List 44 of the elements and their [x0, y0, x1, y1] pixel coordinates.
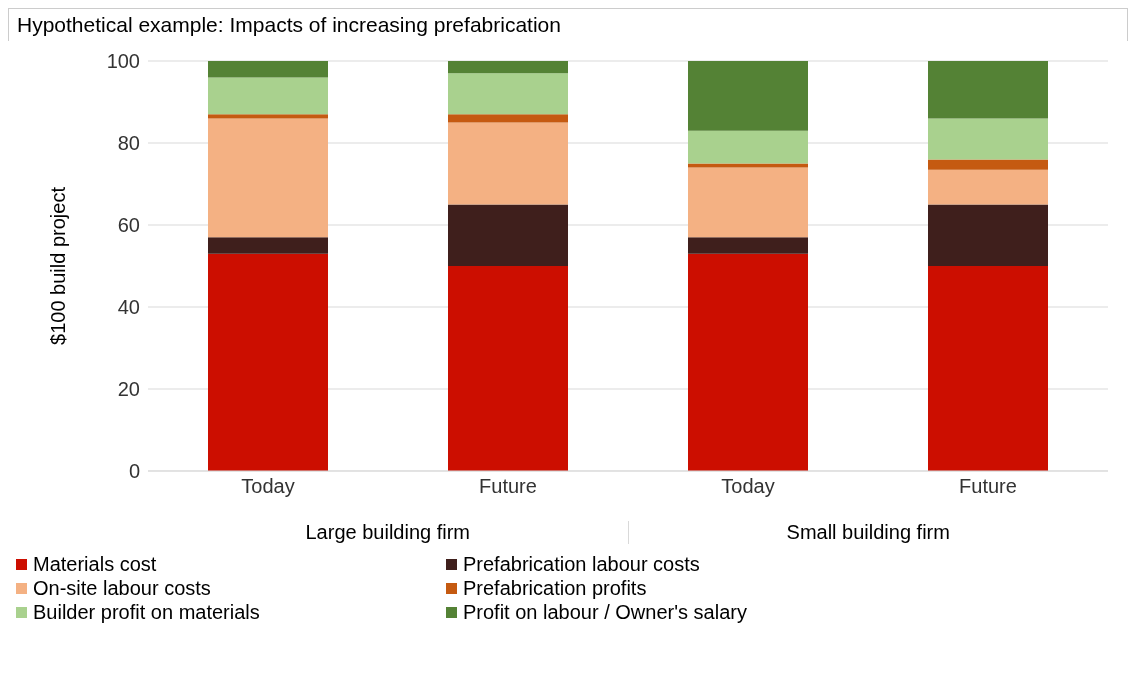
bar	[688, 237, 808, 254]
legend-label: Builder profit on materials	[33, 600, 260, 624]
bar	[208, 61, 328, 78]
bar	[928, 118, 1048, 160]
bar	[928, 61, 1048, 119]
legend-label: Materials cost	[33, 552, 157, 576]
bar	[688, 130, 808, 164]
legend-label: Profit on labour / Owner's salary	[463, 600, 747, 624]
text: Large building firm	[304, 521, 471, 544]
legend-label: Prefabrication profits	[463, 576, 647, 600]
bar	[448, 114, 568, 123]
bar	[448, 122, 568, 205]
bar	[448, 266, 568, 471]
bar	[928, 169, 1048, 205]
y-tick-label: 100	[106, 50, 140, 73]
y-tick-label: 60	[117, 214, 140, 237]
x-tick-label: Future	[479, 475, 537, 498]
x-tick-label: Today	[721, 475, 775, 498]
y-axis-title: $100 build project	[47, 186, 70, 345]
bar	[448, 61, 568, 74]
bar	[208, 237, 328, 254]
y-tick-label: 0	[128, 460, 140, 483]
legend-label: Prefabrication labour costs	[463, 552, 700, 576]
bar	[928, 266, 1048, 471]
bar	[208, 114, 328, 119]
bar	[208, 253, 328, 471]
x-tick-label: Today	[241, 475, 295, 498]
bar	[688, 61, 808, 131]
legend-label: On-site labour costs	[33, 576, 211, 600]
y-tick-label: 40	[117, 296, 140, 319]
x-tick-label: Future	[959, 475, 1017, 498]
bar	[448, 73, 568, 115]
bar	[928, 159, 1048, 170]
bar	[208, 118, 328, 238]
bar	[688, 163, 808, 168]
chart-title: Hypothetical example: Impacts of increasing prefabrication	[8, 8, 1128, 41]
bar	[688, 167, 808, 238]
text: Small building firm	[627, 521, 1108, 544]
y-tick-label: 80	[117, 132, 140, 155]
bar	[448, 204, 568, 266]
bar	[208, 77, 328, 115]
y-tick-label: 20	[117, 378, 140, 401]
bar	[688, 253, 808, 471]
bar	[928, 204, 1048, 266]
